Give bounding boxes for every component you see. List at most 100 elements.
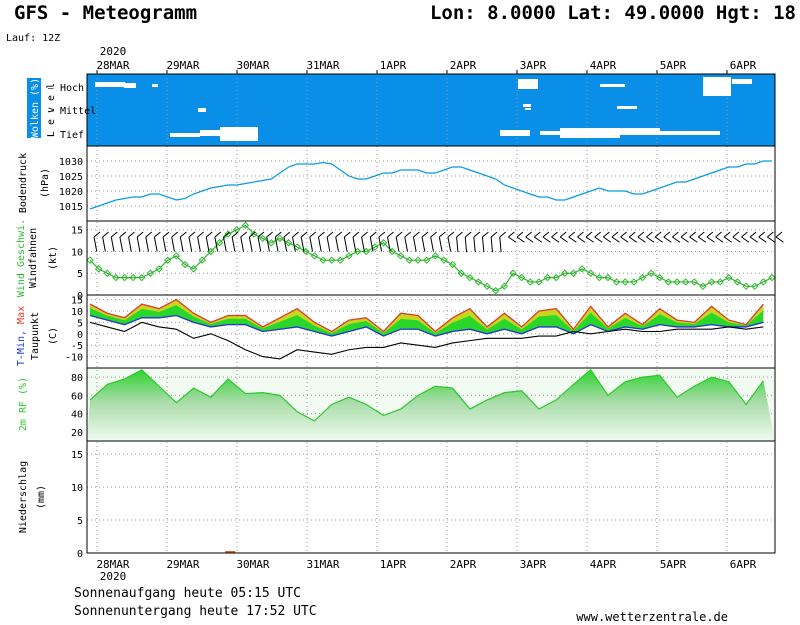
- wind-barb: [672, 236, 681, 243]
- precip-bar: [225, 551, 236, 553]
- wind-barb-flag: [145, 231, 153, 238]
- wind-barb-flag: [171, 231, 179, 238]
- wind-speed-point: [250, 230, 258, 238]
- wind-barb-flag: [231, 231, 239, 238]
- wind-barb: [395, 236, 400, 252]
- wind-barb-flag: [309, 231, 317, 238]
- wind-barb: [620, 236, 629, 243]
- wind-barbs-label: Windfahnen: [28, 228, 39, 288]
- wind-barb-flag: [559, 231, 567, 238]
- wind-speed-point: [552, 273, 560, 282]
- rh-tick-label: 60: [71, 391, 83, 402]
- wind-barb: [128, 236, 132, 252]
- wind-barb-flag: [188, 231, 196, 238]
- wind-speed-point: [664, 278, 673, 286]
- pressure-tick-label: 1020: [59, 187, 83, 198]
- wind-barb: [352, 236, 357, 252]
- wind-barb-flag: [637, 231, 645, 238]
- dewpoint-label-text: Taupunkt: [30, 312, 41, 360]
- wind-barb-flag: [577, 231, 584, 238]
- wind-speed-point: [751, 282, 759, 291]
- cloud-mark: [560, 128, 620, 138]
- wind-barb: [689, 236, 698, 243]
- precip-tick-label: 15: [71, 450, 83, 461]
- wind-barb-flag: [628, 231, 636, 238]
- precip-frame: [86, 440, 776, 554]
- wind-speed-point: [215, 239, 224, 247]
- wind-barb: [335, 236, 339, 252]
- wind-barb-flag: [680, 231, 688, 238]
- rh-tick-label: 20: [71, 428, 83, 439]
- wind-barb: [361, 236, 365, 252]
- wind-speed-point: [138, 273, 146, 282]
- wind-barb-flag: [205, 231, 213, 238]
- precip-tick-label: 0: [77, 549, 83, 560]
- wind-speed-point: [414, 256, 422, 264]
- wind-barb-flag: [110, 231, 118, 238]
- wind-speed-point: [543, 273, 552, 282]
- wind-speed-point: [569, 269, 578, 277]
- date-label-bottom: 2APR: [450, 558, 477, 571]
- wind-unit-text: (kt): [48, 246, 59, 270]
- temp-tick-label: 10: [71, 307, 83, 318]
- wind-speed-point: [526, 278, 534, 286]
- rh-tick-label: 40: [71, 410, 83, 421]
- wind-speed-point: [241, 221, 250, 230]
- cloud-mark: [95, 82, 125, 87]
- wind-speed-point: [207, 247, 215, 256]
- wind-barb: [749, 236, 758, 243]
- wind-barb: [637, 236, 646, 243]
- cloud-mark: [715, 88, 730, 93]
- wind-barb-flag: [508, 231, 515, 238]
- wind-speed-point: [94, 265, 103, 273]
- wind-barb: [542, 236, 551, 243]
- precip-unit-text: (mm): [36, 485, 47, 509]
- wind-barb: [387, 236, 391, 252]
- wind-barb: [205, 236, 210, 252]
- wind-speed-point: [509, 269, 517, 277]
- wind-speed-point: [146, 269, 155, 277]
- wind-speed-point: [742, 282, 750, 291]
- temp-tick-label: 0: [77, 330, 83, 341]
- cloud-mark: [200, 130, 220, 136]
- wind-barb: [758, 236, 767, 243]
- wind-barb: [447, 236, 452, 252]
- wind-speed-point: [483, 282, 491, 291]
- wind-barb-flag: [525, 231, 532, 238]
- level-tick: —: [48, 107, 54, 117]
- wind-speed-point: [638, 273, 647, 282]
- wind-speed-point: [379, 239, 388, 247]
- cloud-mark: [518, 79, 538, 89]
- wind-barb: [162, 236, 167, 252]
- wind-speed-point: [345, 252, 353, 260]
- pressure-label: Bodendruck: [18, 153, 29, 213]
- temp-tick-label: 15: [71, 296, 83, 307]
- wind-speed-point: [86, 256, 94, 264]
- pressure-unit-text: (hPa): [40, 168, 51, 198]
- level-tick: —: [48, 84, 54, 94]
- wind-speed-point: [302, 247, 310, 256]
- wind-barb: [438, 236, 443, 252]
- temp-label-text: T-Min, Max: [16, 306, 27, 366]
- temp-tick-label: -5: [71, 341, 83, 352]
- wind-barb-flag: [292, 231, 299, 238]
- wind-barb-flag: [663, 231, 671, 238]
- wind-barb: [473, 236, 476, 253]
- wind-speed-point: [759, 278, 768, 286]
- wind-barb-flag: [611, 231, 619, 238]
- wind-barb-flag: [180, 231, 187, 238]
- temp-band: [90, 299, 764, 337]
- wind-speed-point: [466, 273, 474, 282]
- wind-barb-flag: [326, 231, 334, 238]
- wind-speed-point: [716, 278, 724, 286]
- wind-barb: [585, 236, 594, 243]
- wind-barb-flag: [767, 231, 774, 238]
- wind-barb: [430, 236, 434, 252]
- wind-barb-flag: [430, 231, 438, 238]
- wind-barb-flag: [732, 231, 740, 238]
- wind-barb: [525, 236, 534, 243]
- wind-barb-flag: [499, 231, 507, 238]
- wind-speed-point: [535, 278, 543, 286]
- wind-barb: [559, 236, 568, 243]
